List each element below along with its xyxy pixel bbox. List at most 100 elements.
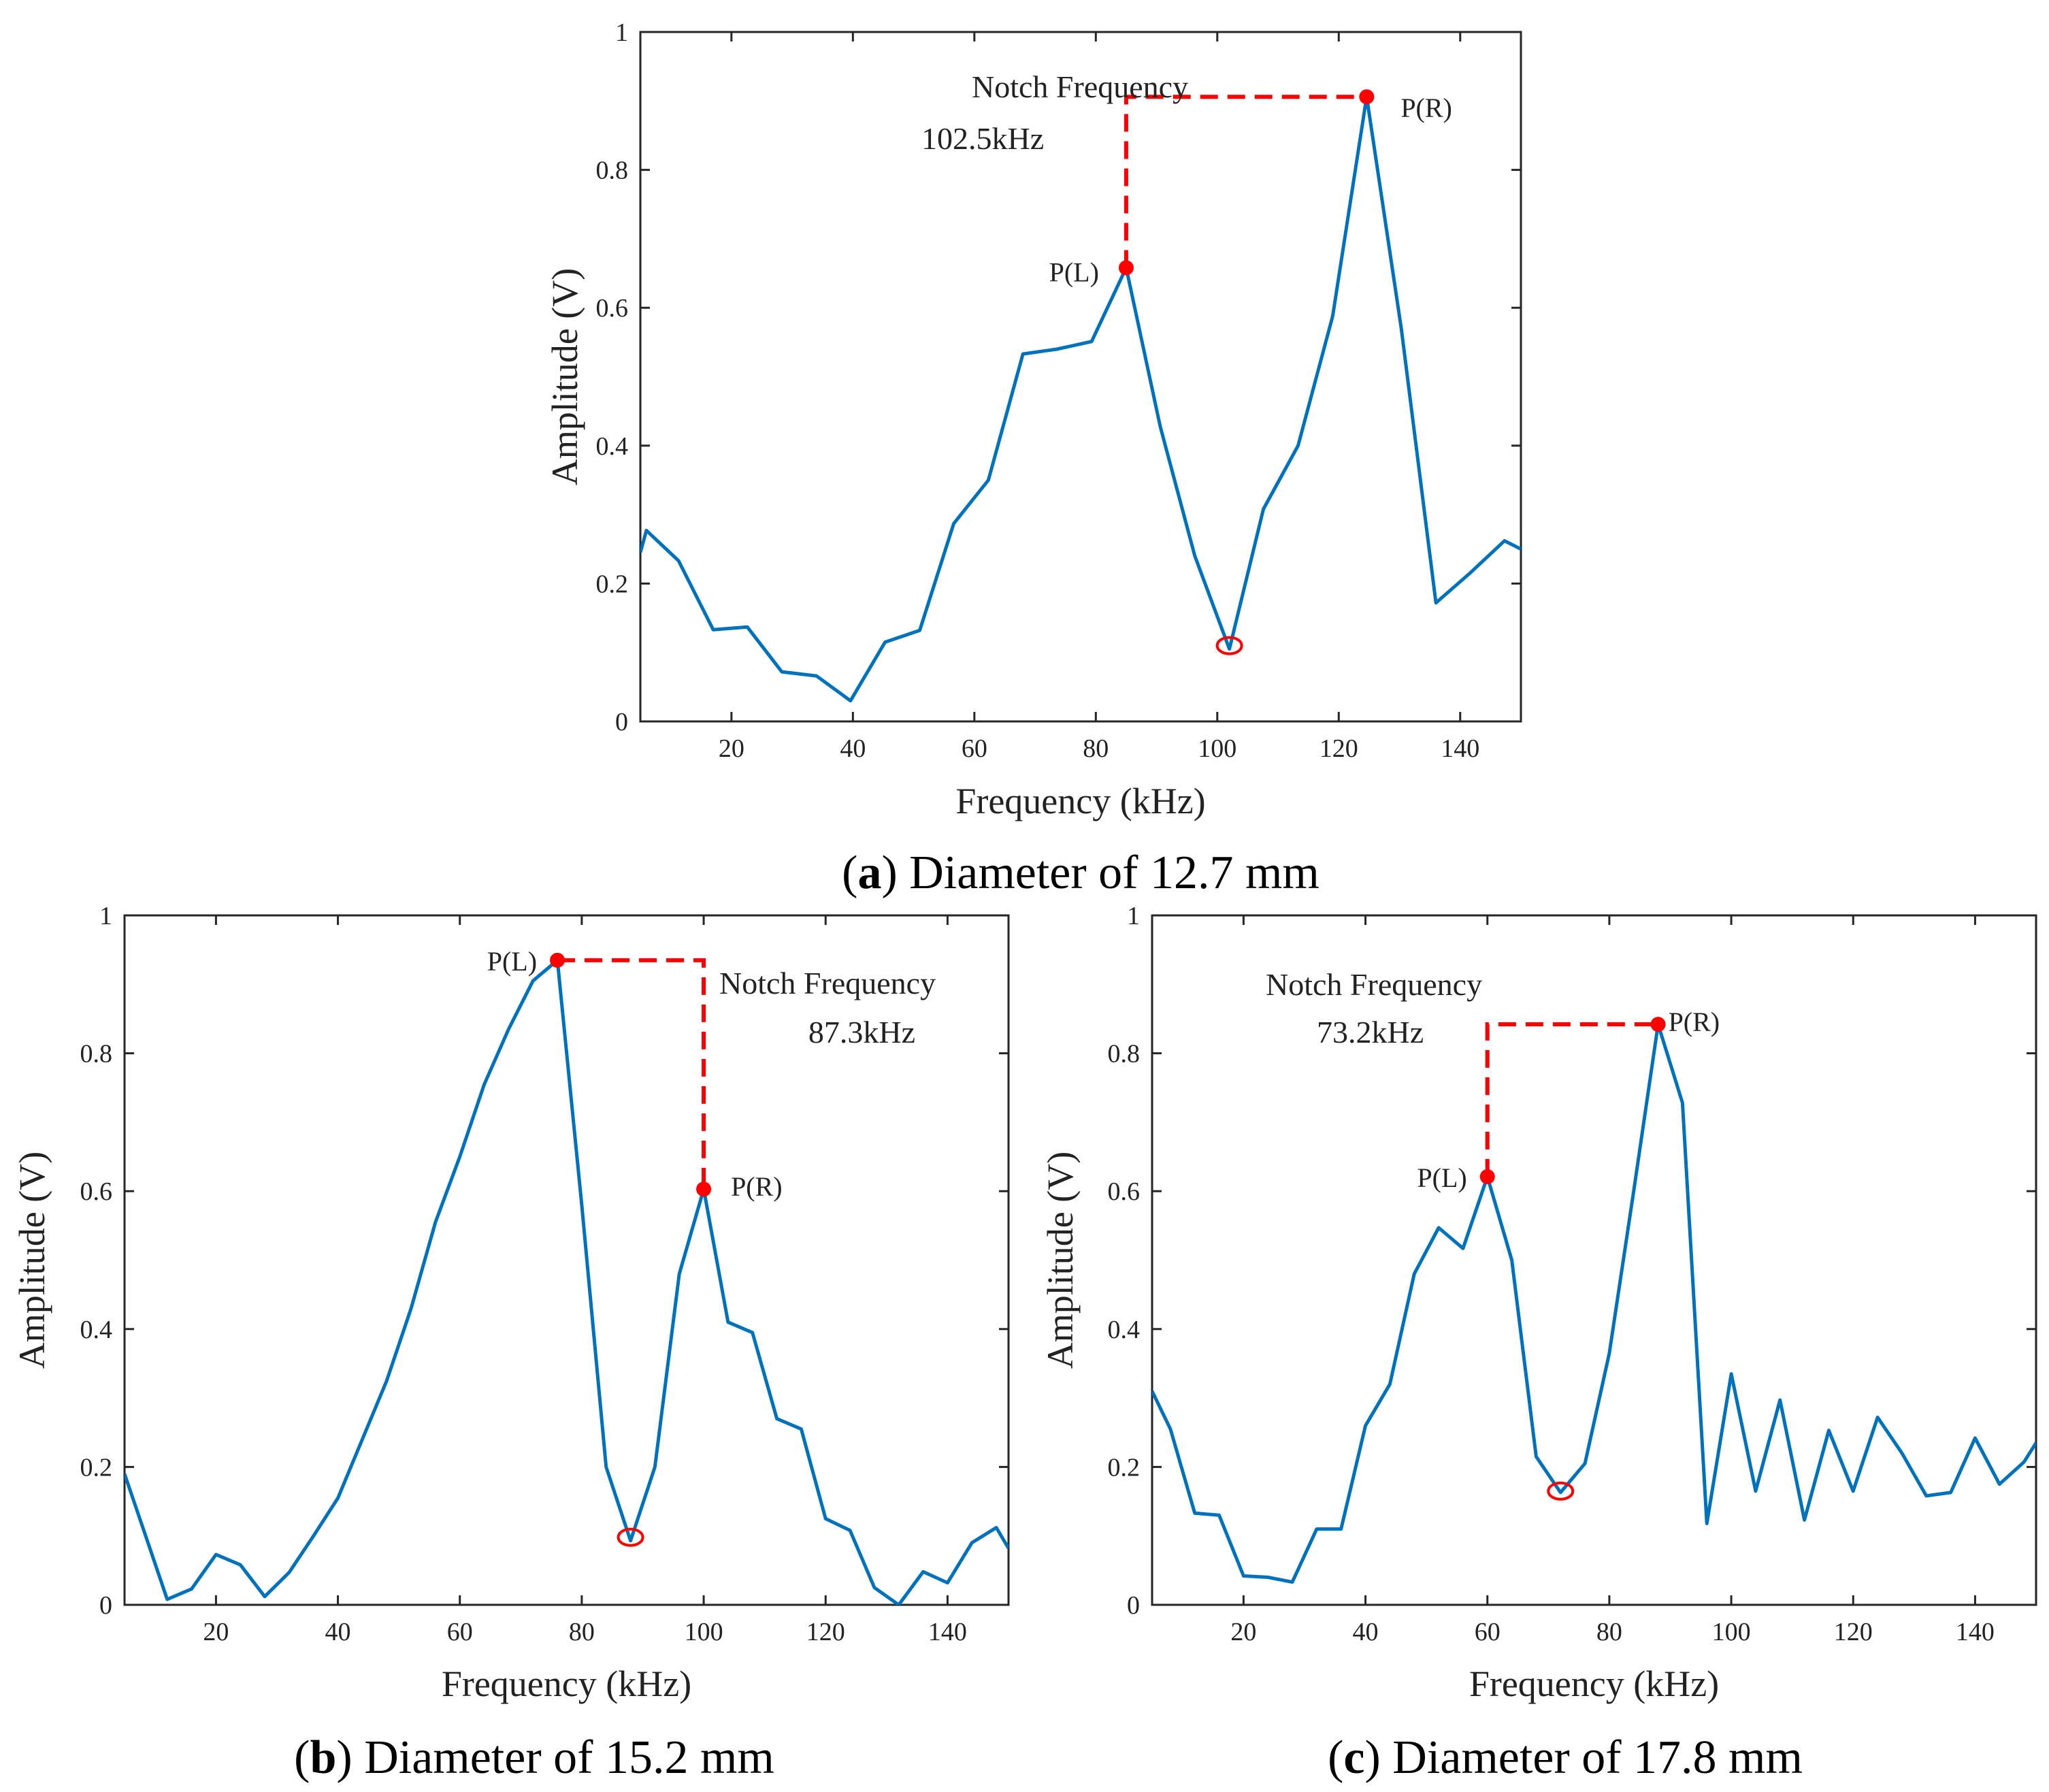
data-point [165, 1597, 169, 1601]
panel-caption: (a) Diameter of 12.7 mm [842, 847, 1319, 899]
x-tick-label: 140 [1956, 1618, 1995, 1646]
x-tick-label: 20 [203, 1618, 229, 1646]
x-tick-label: 120 [806, 1618, 845, 1646]
data-point [1217, 1513, 1222, 1517]
data-point [360, 1437, 364, 1441]
x-tick-label: 100 [685, 1618, 723, 1646]
y-tick-label: 0.6 [1108, 1177, 1141, 1206]
y-tick-label: 0.6 [80, 1177, 113, 1206]
data-point [1826, 1429, 1831, 1433]
x-tick-label: 60 [962, 734, 987, 763]
peak-left-marker [550, 952, 565, 968]
chart-panel-c: 20 40 60 80 100 120 140 0 0.2 0.4 0.6 0.8 1 Frequency… [1040, 902, 2037, 1784]
y-tick-label: 0.8 [1108, 1040, 1141, 1069]
data-point [1296, 444, 1300, 448]
data-point [1266, 1575, 1270, 1579]
data-point [1558, 1490, 1562, 1495]
plot-frame [1151, 914, 2037, 1606]
data-point [872, 1586, 876, 1590]
notch-marker [617, 1527, 644, 1547]
notch-value: 87.3kHz [808, 1015, 915, 1049]
y-tick-label: 0 [1127, 1591, 1140, 1620]
caption-letter: c [1343, 1731, 1364, 1784]
notch-value: 102.5kHz [921, 121, 1044, 156]
data-point [1315, 1527, 1319, 1531]
data-point [1412, 1272, 1416, 1276]
data-point [122, 1472, 127, 1476]
x-tick-label: 100 [1198, 734, 1236, 763]
panel-caption: (c) Diameter of 17.8 mm [1328, 1731, 1803, 1784]
data-point [287, 1570, 291, 1574]
data-point [1680, 1101, 1684, 1105]
data-point [986, 478, 990, 482]
data-point [1089, 340, 1094, 344]
peak-left-label: P(L) [1049, 257, 1099, 287]
data-point [1339, 1527, 1343, 1531]
data-point [238, 1563, 242, 1567]
data-point [799, 1427, 803, 1431]
notch-bracket [1124, 95, 1367, 268]
data-point [711, 628, 715, 632]
data-point [1006, 1546, 1011, 1550]
data-point [1949, 1490, 1953, 1495]
data-point [1158, 424, 1162, 428]
caption-open-paren: ( [1328, 1731, 1343, 1784]
x-tick-label: 120 [1834, 1618, 1873, 1646]
x-tick-label: 100 [1712, 1618, 1751, 1646]
x-tick-label: 40 [840, 734, 866, 763]
data-point [745, 625, 749, 629]
caption-close-paren: ) [881, 847, 897, 899]
panel-caption: (b) Diameter of 15.2 mm [294, 1731, 774, 1784]
data-point [506, 1027, 510, 1031]
data-point [848, 1529, 852, 1533]
notch-marker [1547, 1481, 1575, 1501]
data-point [2022, 1460, 2026, 1464]
peak-right-marker [1359, 89, 1375, 105]
data-point [775, 1416, 779, 1420]
series-line [640, 95, 1521, 703]
data-point [1510, 1258, 1514, 1262]
x-tick-label: 20 [719, 734, 744, 763]
data-point [1705, 1521, 1709, 1525]
data-point [1262, 507, 1266, 511]
data-point [409, 1306, 413, 1310]
data-point [677, 1272, 681, 1276]
data-point [1973, 1436, 1977, 1440]
y-tick-label: 0.6 [596, 294, 629, 323]
caption-close-paren: ) [1364, 1731, 1380, 1784]
peak-right-label: P(R) [731, 1171, 783, 1202]
caption-open-paren: ( [294, 1731, 310, 1784]
data-point [945, 1581, 949, 1585]
peak-right-label: P(R) [1400, 93, 1452, 123]
y-tick-label: 0.4 [1108, 1316, 1141, 1344]
data-point [531, 979, 535, 983]
data-point [141, 1526, 145, 1530]
data-point [1055, 347, 1059, 351]
caption-open-paren: ( [842, 847, 857, 899]
data-point [638, 551, 642, 555]
x-tick-label: 60 [447, 1618, 473, 1646]
data-point [604, 1465, 608, 1469]
data-point [1632, 1189, 1636, 1193]
chart-panel-a: 20 40 60 80 100 120 140 0 0.2 0.4 0.6 0.8 1 Frequency… [544, 18, 1522, 899]
x-tick-label: 40 [1353, 1618, 1379, 1646]
caption-text: Diameter of 17.8 mm [1381, 1731, 1803, 1784]
notch-label: Notch Frequency [719, 966, 936, 1000]
data-point [653, 1465, 657, 1469]
y-tick-label: 0.2 [80, 1453, 113, 1482]
data-point [1461, 1246, 1465, 1250]
data-point [994, 1526, 998, 1530]
caption-text: Diameter of 15.2 mm [353, 1731, 774, 1784]
data-point [970, 1541, 974, 1545]
data-point [676, 559, 681, 563]
data-point [1729, 1372, 1733, 1376]
x-axis-label: Frequency (kHz) [955, 781, 1205, 821]
y-tick-label: 0 [615, 708, 628, 736]
data-point [751, 1331, 755, 1335]
peak-right-marker [1650, 1017, 1666, 1032]
data-point [1241, 1574, 1245, 1578]
data-point [580, 1203, 584, 1207]
data-point [1997, 1482, 2001, 1486]
data-point [1168, 1427, 1173, 1431]
y-axis-label: Amplitude (V) [1040, 1152, 1081, 1369]
